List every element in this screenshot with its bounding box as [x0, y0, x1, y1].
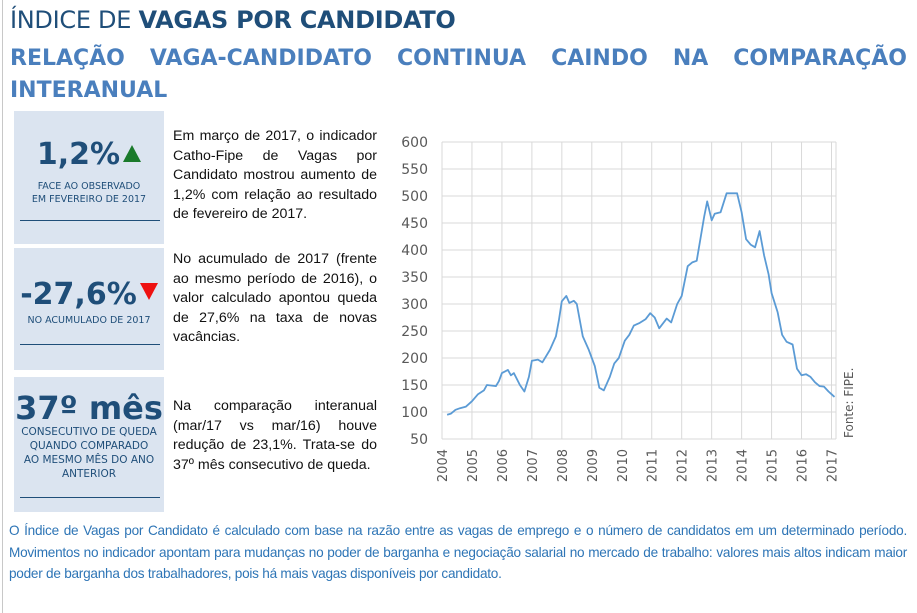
x-tick-label: 2004 — [436, 449, 451, 482]
y-tick-label: 400 — [401, 243, 428, 259]
kpi-caption-line: FACE AO OBSERVADO — [37, 181, 141, 192]
kpi-caption-line: NO ACUMULADO DE 2017 — [27, 315, 151, 326]
x-tick-label: 2007 — [526, 449, 541, 482]
y-tick-label: 50 — [410, 432, 428, 448]
kpi-divider — [20, 220, 160, 221]
y-tick-label: 300 — [401, 297, 428, 313]
y-tick-label: 500 — [401, 189, 428, 205]
page-title: ÍNDICE DE VAGAS POR CANDIDATO — [10, 6, 456, 34]
kpi-caption-line: ANTERIOR — [61, 468, 117, 480]
subtitle-word: NA — [672, 46, 709, 71]
x-tick-label: 2016 — [796, 449, 811, 482]
triangle-down-icon — [139, 283, 158, 300]
x-axis-ticks: 2004 2005 2006 2007 2008 2009 2010 2011 2012 2013… — [436, 449, 841, 482]
x-tick-label: 2015 — [766, 449, 781, 482]
x-tick-label: 2012 — [676, 449, 691, 482]
kpi-value: 37º mês — [15, 389, 163, 427]
y-tick-label: 550 — [401, 162, 428, 178]
x-tick-label: 2011 — [646, 449, 661, 482]
x-tick-label: 2013 — [706, 449, 721, 482]
triangle-up-icon — [123, 145, 142, 162]
y-axis-ticks: 50 100 150 200 250 300 350 400 450 500 550 600 — [401, 135, 428, 448]
y-tick-label: 100 — [401, 405, 428, 421]
kpi-value-row: -27,6% — [14, 278, 164, 312]
kpi-caption-line: CONSECUTIVO DE QUEDA — [21, 426, 157, 438]
chart-grid — [441, 141, 837, 440]
kpi-description: No acumulado de 2017 (frente ao mesmo pe… — [173, 251, 377, 345]
y-tick-label: 150 — [401, 378, 428, 394]
kpi-card-accumulated: -27,6% NO ACUMULADO DE 2017 — [14, 248, 164, 370]
kpi-description: Na comparação interanual (mar/17 vs mar/… — [173, 398, 377, 473]
kpi-value-row: 1,2% — [14, 138, 164, 172]
subtitle-word: RELAÇÃO — [10, 46, 125, 71]
source-note: Fonte: FIPE. — [842, 368, 856, 438]
kpi-caption-line: QUANDO COMPARADO — [29, 440, 149, 452]
kpi-description: Em março de 2017, o indicador Catho-Fipe… — [173, 128, 377, 222]
kpi-caption: FACE AO OBSERVADO EM FEVEREIRO DE 2017 — [14, 180, 164, 206]
kpi-value-row: 37º mês — [14, 391, 164, 425]
y-tick-label: 200 — [401, 351, 428, 367]
page-title-bold: VAGAS POR CANDIDATO — [138, 6, 456, 34]
footer-note: O Índice de Vagas por Candidato é calcul… — [9, 523, 907, 581]
x-tick-label: 2008 — [556, 449, 571, 482]
kpi-value: -27,6% — [20, 277, 137, 312]
kpi-caption: NO ACUMULADO DE 2017 — [14, 314, 164, 327]
kpi-caption-line: EM FEVEREIRO DE 2017 — [31, 194, 147, 205]
x-tick-label: 2005 — [466, 449, 481, 482]
y-tick-label: 250 — [401, 324, 428, 340]
page-left-border — [2, 0, 3, 613]
y-tick-label: 600 — [401, 135, 428, 151]
page-subtitle-line2: INTERANUAL — [10, 78, 168, 103]
kpi-card-consecutive: 37º mês CONSECUTIVO DE QUEDA QUANDO COMP… — [14, 377, 164, 512]
kpi-divider — [20, 497, 160, 498]
kpi-divider — [20, 344, 160, 345]
kpi-caption-line: AO MESMO MÊS DO ANO — [23, 454, 155, 466]
page-title-light: ÍNDICE DE — [10, 6, 132, 34]
kpi-card-monthly: 1,2% FACE AO OBSERVADO EM FEVEREIRO DE 2… — [14, 111, 164, 244]
kpi-value: 1,2% — [36, 137, 121, 172]
x-tick-label: 2010 — [616, 449, 631, 482]
subtitle-word: COMPARAÇÃO — [733, 46, 907, 71]
subtitle-word: CAINDO — [551, 46, 648, 71]
series-line — [446, 192, 836, 416]
kpi-caption: CONSECUTIVO DE QUEDA QUANDO COMPARADO AO… — [14, 425, 164, 481]
x-tick-label: 2009 — [586, 449, 601, 482]
page-subtitle: RELAÇÃO VAGA-CANDIDATO CONTINUA CAINDO N… — [10, 43, 907, 75]
x-tick-label: 2006 — [496, 449, 511, 482]
subtitle-word: VAGA-CANDIDATO — [149, 46, 372, 71]
y-tick-label: 450 — [401, 216, 428, 232]
x-tick-label: 2017 — [826, 449, 841, 482]
y-tick-label: 350 — [401, 270, 428, 286]
subtitle-word: CONTINUA — [397, 46, 527, 71]
x-tick-label: 2014 — [736, 449, 751, 482]
